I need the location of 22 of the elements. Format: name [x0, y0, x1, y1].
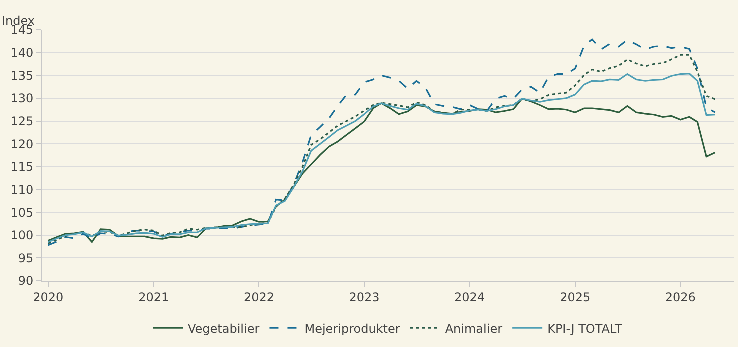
x-tick-label: 2024 — [454, 290, 486, 304]
y-tick-label: 130 — [10, 92, 34, 106]
y-tick-label: 135 — [10, 68, 34, 83]
y-tick-label: 115 — [10, 160, 34, 174]
y-tick-label: 120 — [10, 137, 34, 152]
x-tick-label: 2020 — [33, 290, 64, 304]
x-tick-label: 2022 — [244, 290, 274, 304]
y-tick-label: 110 — [10, 182, 34, 197]
legend-label: Mejeriprodukter — [304, 322, 400, 336]
y-tick-label: 105 — [10, 206, 34, 220]
legend-label: Vegetabilier — [188, 322, 260, 336]
legend-label: Animalier — [445, 322, 503, 336]
x-tick-label: 2021 — [138, 290, 170, 304]
legend-label: KPI-J TOTALT — [548, 322, 623, 336]
x-tick-label: 2025 — [560, 290, 591, 304]
y-tick-label: 100 — [10, 228, 34, 243]
x-tick-label: 2026 — [665, 290, 696, 304]
y-tick-label: 125 — [10, 114, 34, 128]
y-tick-label: 95 — [18, 251, 34, 266]
y-tick-label: 140 — [10, 46, 34, 60]
x-tick-label: 2023 — [349, 290, 380, 304]
y-tick-label: 90 — [18, 274, 34, 288]
